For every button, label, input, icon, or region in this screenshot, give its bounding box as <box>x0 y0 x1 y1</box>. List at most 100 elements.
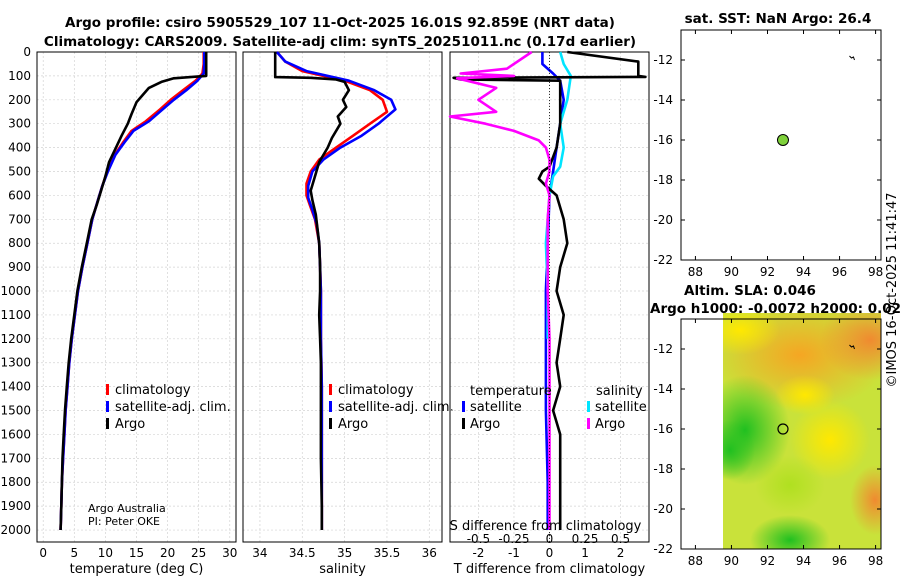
legend-label-legend_right-1: Argo <box>595 417 625 432</box>
s-tick-label: 0.25 <box>572 532 599 546</box>
credit-line1: Argo Australia <box>88 502 166 515</box>
depth-tick-label: 1600 <box>0 427 31 441</box>
depth-tick-label: 1900 <box>0 499 31 513</box>
depth-tick-label: 500 <box>8 165 31 179</box>
x-tick-label: -2 <box>472 546 484 560</box>
x-axis-label: salinity <box>319 562 366 577</box>
x-tick-label: 30 <box>222 546 237 560</box>
map-y-tick-label: -16 <box>653 422 673 436</box>
legend-label-legend_left-1: Argo <box>470 417 500 432</box>
sla-heatmap <box>723 313 881 549</box>
x-tick-label: 20 <box>160 546 175 560</box>
s-tick-label: 0 <box>546 532 554 546</box>
island-coastline <box>849 55 855 61</box>
depth-tick-label: 200 <box>8 93 31 107</box>
series-line-s-satellite <box>544 51 573 339</box>
x-tick-label: 36 <box>422 546 437 560</box>
axes-box <box>36 51 237 543</box>
legend-swatch-legend_left-0 <box>462 401 465 412</box>
legend-label-legend_left-0: satellite <box>470 400 522 415</box>
depth-tick-label: 600 <box>8 188 31 202</box>
depth-tick-label: 1700 <box>0 451 31 465</box>
legend-label-2: Argo <box>115 417 145 432</box>
map-x-tick-label: 88 <box>688 265 703 279</box>
series-line-t-satellite <box>541 52 566 530</box>
argo-float-marker <box>777 423 789 435</box>
depth-tick-label: 1200 <box>0 332 31 346</box>
x-tick-label: 0 <box>546 546 554 560</box>
map-x-tick-label: 96 <box>832 554 847 568</box>
x-axis-label: T difference from climatology <box>453 562 646 577</box>
legend-temperature-title: temperature <box>470 384 552 399</box>
legend-swatch-0 <box>106 384 109 395</box>
s-tick-label: 0.5 <box>611 532 630 546</box>
legend-label-1: satellite-adj. clim. <box>115 400 231 415</box>
map-y-tick-label: -14 <box>653 382 673 396</box>
s-tick-label: -0.25 <box>498 532 529 546</box>
x-axis-label-top: S difference from climatology <box>450 519 642 534</box>
depth-tick-label: 900 <box>8 260 31 274</box>
sla-map-panel: Altim. SLA: 0.046 Argo h1000: -0.0072 h2… <box>650 283 900 568</box>
depth-tick-label: 1500 <box>0 404 31 418</box>
legend-swatch-1 <box>106 401 109 412</box>
legend-swatch-legend_right-0 <box>587 401 590 412</box>
island-coastline <box>849 344 855 350</box>
depth-tick-label: 800 <box>8 236 31 250</box>
depth-tick-label: 400 <box>8 141 31 155</box>
x-tick-label: 10 <box>98 546 113 560</box>
depth-tick-label: 2000 <box>0 523 31 537</box>
legend-swatch-0 <box>329 384 332 395</box>
s-tick-label: -0.5 <box>467 532 490 546</box>
map-y-tick-label: -16 <box>653 133 673 147</box>
depth-tick-label: 1400 <box>0 380 31 394</box>
x-tick-label: 35 <box>337 546 352 560</box>
credit-line2: PI: Peter OKE <box>88 515 160 528</box>
map-x-tick-label: 92 <box>760 265 775 279</box>
legend-swatch-legend_right-1 <box>587 418 590 429</box>
depth-tick-label: 1300 <box>0 356 31 370</box>
temperature-panel: 0100200300400500600700800900100011001200… <box>0 45 237 577</box>
depth-tick-label: 1800 <box>0 475 31 489</box>
legend-label-0: climatology <box>338 383 414 398</box>
map-x-tick-label: 90 <box>724 265 739 279</box>
depth-tick-label: 300 <box>8 117 31 131</box>
legend-label-legend_right-0: satellite <box>595 400 647 415</box>
series-line-argo <box>273 52 351 530</box>
x-tick-label: 35.5 <box>374 546 401 560</box>
series-line-s-argo <box>448 50 551 530</box>
x-tick-label: 25 <box>191 546 206 560</box>
x-tick-label: 0 <box>39 546 47 560</box>
map-y-tick-label: -22 <box>653 253 673 267</box>
map-x-tick-label: 94 <box>796 265 811 279</box>
x-tick-label: 34.5 <box>289 546 316 560</box>
argo-float-marker <box>776 134 789 146</box>
x-tick-label: -1 <box>508 546 520 560</box>
map-y-tick-label: -18 <box>653 173 673 187</box>
salinity-panel: 34 34.5 35 35.5 36 salinity climatology satelli… <box>242 51 454 577</box>
depth-tick-label: 1100 <box>0 308 31 322</box>
map-y-tick-label: -14 <box>653 93 673 107</box>
map-y-tick-label: -18 <box>653 462 673 476</box>
figure-title-line2: Climatology: CARS2009. Satellite-adj cli… <box>44 34 636 50</box>
map-x-tick-label: 94 <box>796 554 811 568</box>
map-x-tick-label: 92 <box>760 554 775 568</box>
legend-label-2: Argo <box>338 417 368 432</box>
map-axes-box <box>680 318 882 550</box>
map-x-tick-label: 96 <box>832 265 847 279</box>
map-x-tick-label: 98 <box>868 554 883 568</box>
x-axis-label: temperature (deg C) <box>70 562 204 577</box>
x-tick-label: 15 <box>129 546 144 560</box>
series-line-argo <box>59 52 208 531</box>
map-y-tick-label: -20 <box>653 502 673 516</box>
axes-box <box>242 51 443 543</box>
map-x-tick-label: 90 <box>724 554 739 568</box>
x-tick-label: 34 <box>252 546 267 560</box>
sst-map-title: sat. SST: NaN Argo: 26.4 <box>685 11 872 27</box>
map-y-tick-label: -22 <box>653 542 673 556</box>
map-y-tick-label: -20 <box>653 213 673 227</box>
map-y-tick-label: -12 <box>653 342 673 356</box>
x-tick-label: 1 <box>581 546 589 560</box>
legend-swatch-2 <box>329 418 332 429</box>
